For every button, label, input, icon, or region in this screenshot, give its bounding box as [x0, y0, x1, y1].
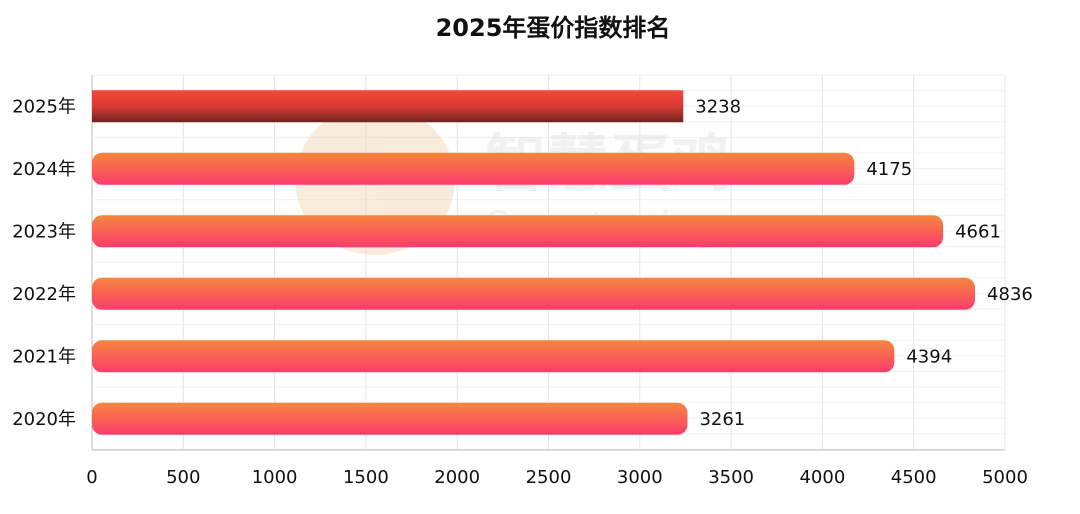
x-tick-label: 1500	[343, 467, 389, 488]
x-tick-label: 0	[86, 467, 97, 488]
bar	[92, 215, 944, 248]
data-label: 3261	[699, 409, 745, 430]
x-tick-label: 4500	[891, 467, 937, 488]
data-label: 4836	[987, 284, 1033, 305]
data-label: 4175	[866, 159, 912, 180]
x-tick-label: 4000	[799, 467, 845, 488]
chart-title: 2025年蛋价指数排名	[436, 14, 671, 42]
category-label: 2024年	[12, 159, 76, 180]
category-label: 2023年	[12, 221, 76, 242]
category-label: 2020年	[12, 409, 76, 430]
category-label: 2021年	[12, 346, 76, 367]
x-tick-label: 500	[166, 467, 200, 488]
data-label: 4394	[906, 346, 952, 367]
bar	[92, 402, 688, 435]
x-tick-label: 5000	[982, 467, 1028, 488]
data-label: 4661	[955, 221, 1001, 242]
x-tick-label: 3000	[617, 467, 663, 488]
data-label: 3238	[695, 96, 741, 117]
x-tick-label: 2500	[526, 467, 572, 488]
category-label: 2022年	[12, 284, 76, 305]
bar	[92, 277, 976, 310]
category-label: 2025年	[12, 96, 76, 117]
x-tick-label: 3500	[708, 467, 754, 488]
x-tick-label: 2000	[434, 467, 480, 488]
bar	[92, 340, 895, 373]
x-tick-label: 1000	[252, 467, 298, 488]
bar	[92, 152, 855, 185]
bar	[92, 90, 684, 123]
